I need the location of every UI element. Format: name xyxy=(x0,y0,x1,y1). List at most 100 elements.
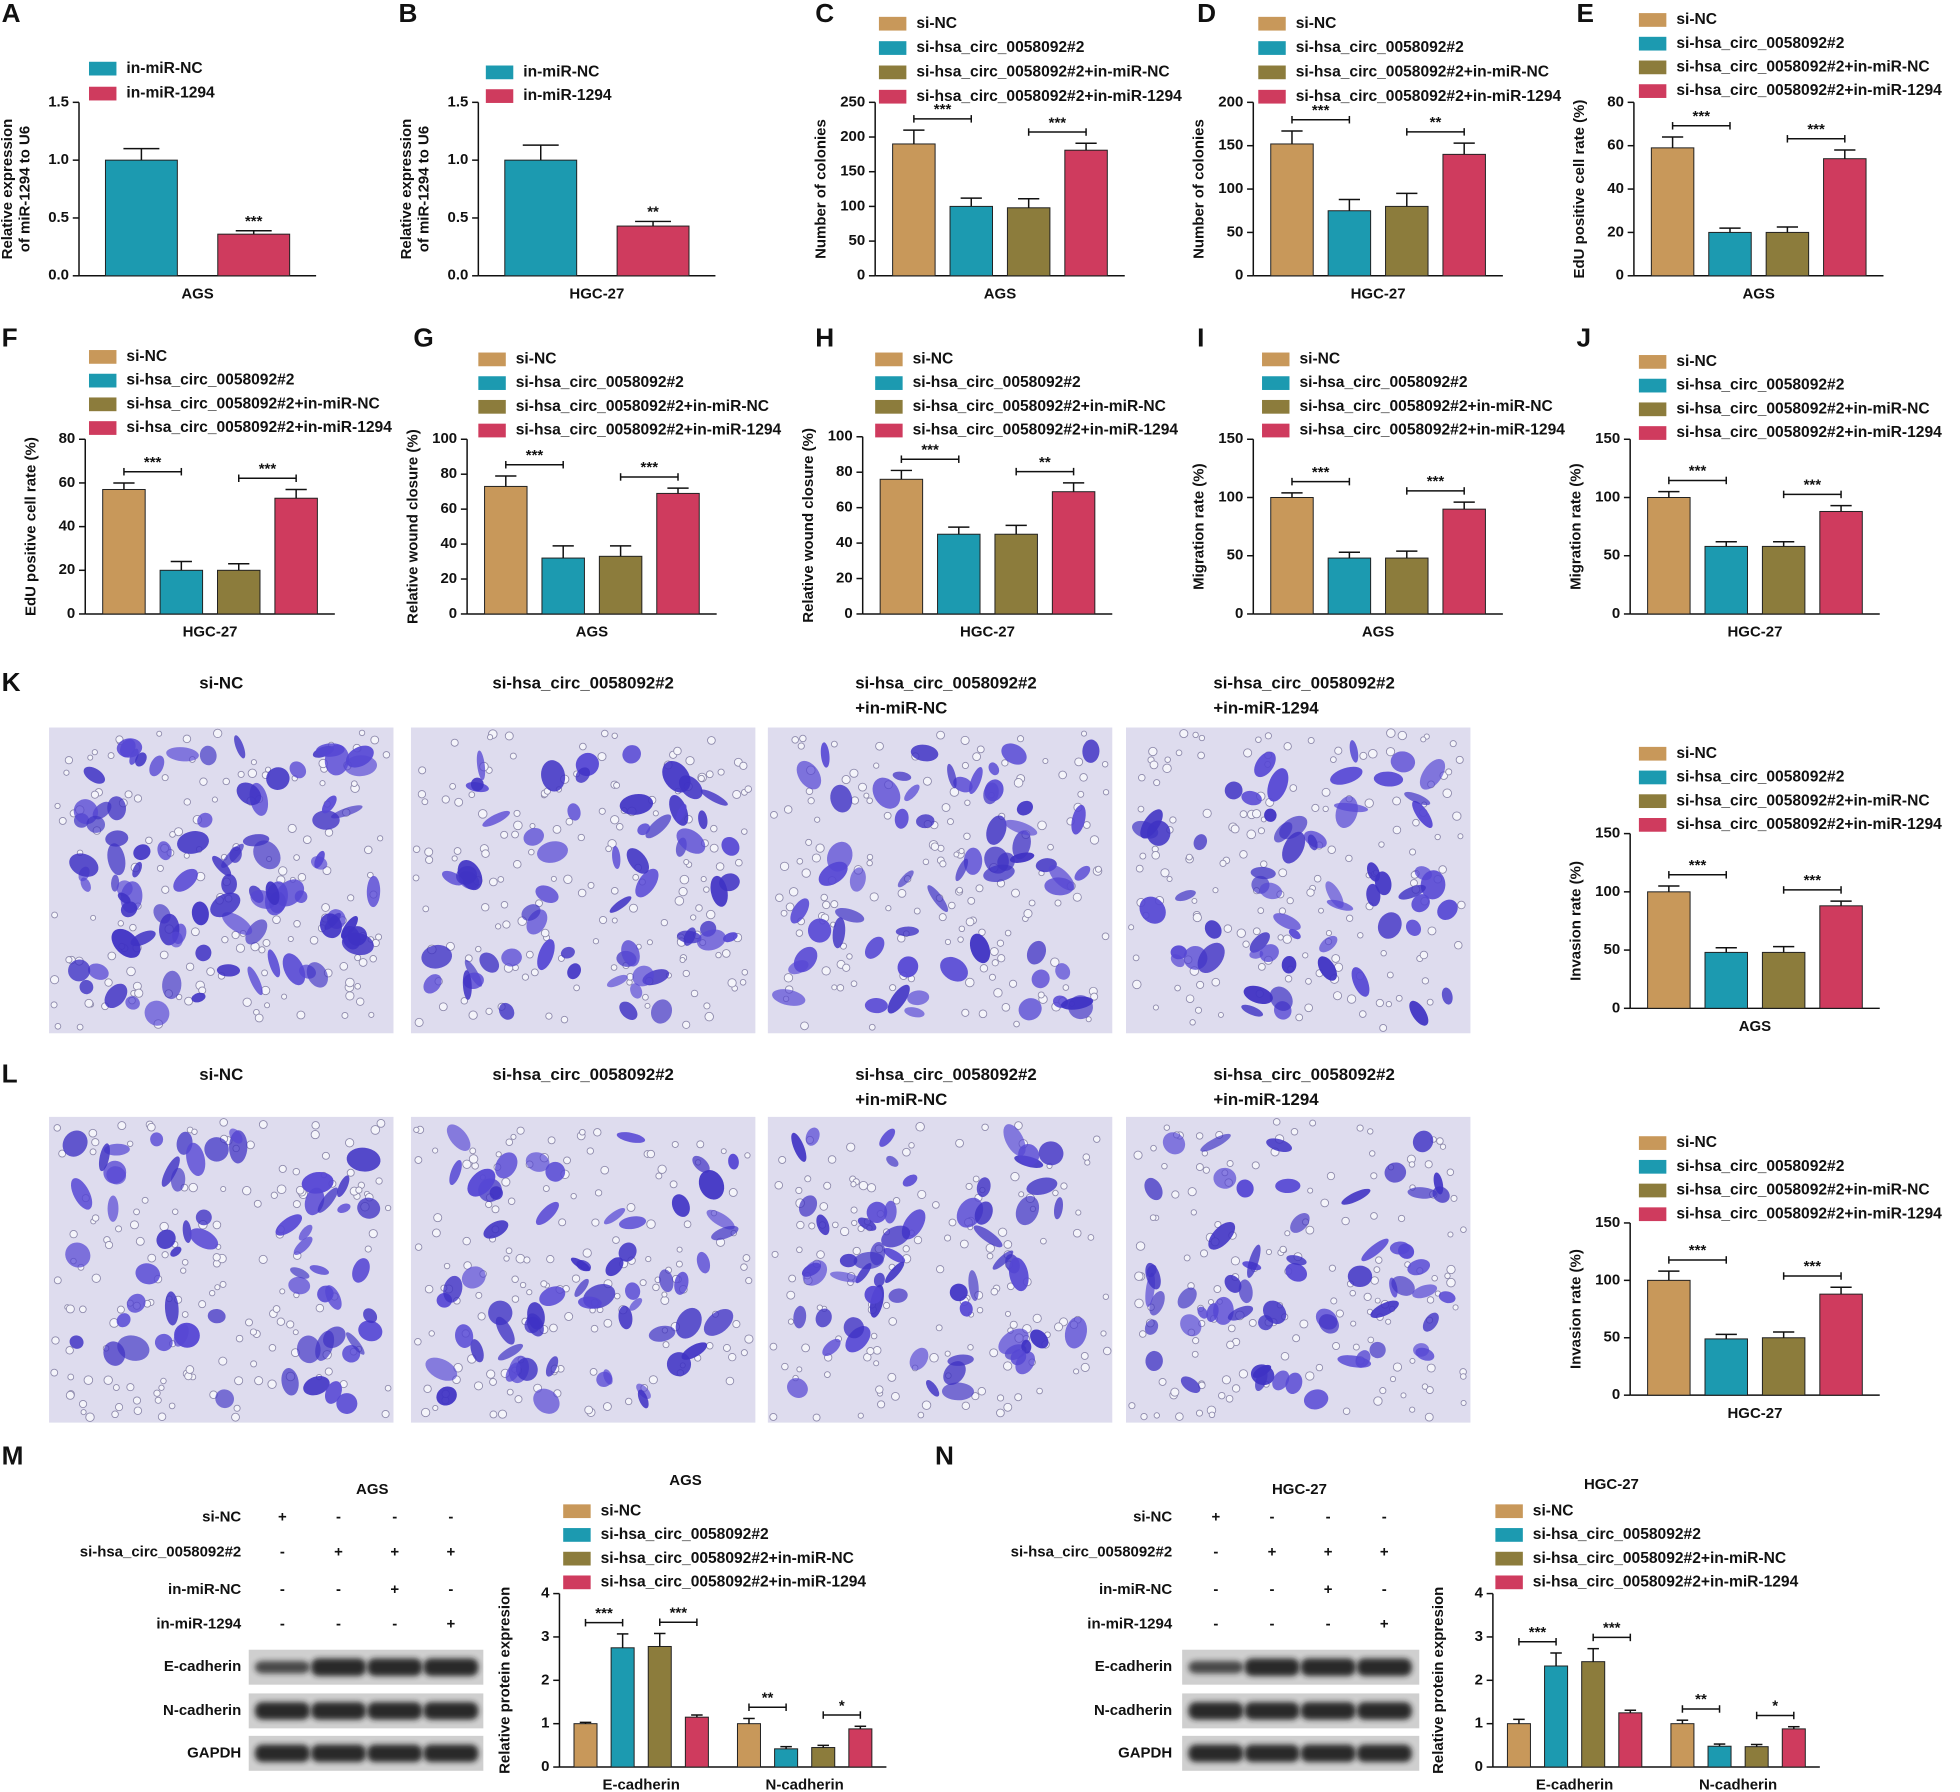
cell xyxy=(1010,1171,1020,1182)
cell xyxy=(592,938,600,945)
bar xyxy=(736,1723,761,1768)
cell xyxy=(988,973,996,981)
stained-cell xyxy=(943,1361,966,1385)
cell xyxy=(796,858,804,865)
stained-cell xyxy=(1145,1350,1163,1372)
cell xyxy=(816,1304,823,1311)
cell xyxy=(998,1227,1008,1237)
blot-band xyxy=(1188,1702,1244,1720)
stained-cell xyxy=(1330,766,1363,785)
blot-band xyxy=(1244,1744,1300,1763)
stained-cell xyxy=(489,1186,503,1200)
x-tick-label: AGS xyxy=(181,285,213,302)
cell xyxy=(1102,789,1110,796)
cell xyxy=(1434,833,1441,841)
cell xyxy=(1132,954,1140,962)
cell xyxy=(1321,787,1331,797)
stained-cell xyxy=(830,784,853,813)
cell xyxy=(350,780,358,788)
panel-label: G xyxy=(413,322,433,352)
stained-cell xyxy=(1236,1179,1254,1198)
bar xyxy=(1270,497,1314,615)
cell xyxy=(235,943,246,953)
stained-cell xyxy=(1018,998,1042,1021)
condition-sign: + xyxy=(447,1616,456,1633)
legend-label: si-hsa_circ_0058092#2 xyxy=(601,1526,769,1543)
cell xyxy=(91,1138,100,1147)
cell xyxy=(706,1342,714,1350)
cell xyxy=(796,1366,803,1373)
stained-cell xyxy=(949,1283,968,1302)
cell xyxy=(530,968,539,977)
legend-swatch xyxy=(1495,1528,1523,1542)
cell xyxy=(540,928,550,938)
cell xyxy=(245,1318,253,1327)
condition-sign: + xyxy=(1211,1508,1220,1525)
bar xyxy=(1270,143,1314,277)
cell xyxy=(1149,1214,1157,1221)
legend-label: si-NC xyxy=(1299,351,1340,368)
cell xyxy=(199,777,208,786)
cell xyxy=(602,1402,612,1411)
cell xyxy=(53,1276,62,1285)
stained-cell xyxy=(887,984,910,1014)
stained-cell xyxy=(706,1209,735,1230)
stained-cell xyxy=(1170,945,1187,960)
cell xyxy=(485,1007,493,1015)
legend-label: si-hsa_circ_0058092#2+in-miR-1294 xyxy=(1296,88,1562,105)
stained-cell xyxy=(815,1308,832,1328)
cell xyxy=(468,1010,478,1020)
stained-cell xyxy=(309,1265,329,1275)
cell xyxy=(214,1284,221,1291)
stained-cell xyxy=(103,1341,126,1366)
bar xyxy=(598,555,643,615)
bar xyxy=(1385,205,1429,277)
stained-cell xyxy=(666,1352,692,1377)
legend-label: si-hsa_circ_0058092#2+in-miR-1294 xyxy=(1299,422,1565,439)
stained-cell xyxy=(423,974,442,994)
cell xyxy=(1424,1160,1433,1169)
stained-cell xyxy=(207,1308,226,1324)
cell xyxy=(1014,1121,1023,1130)
cell xyxy=(812,1413,821,1422)
cell xyxy=(1138,773,1146,782)
cell xyxy=(1160,868,1170,878)
stained-cell xyxy=(926,1380,940,1397)
cell xyxy=(1286,897,1294,905)
cell xyxy=(965,977,975,988)
stained-cell xyxy=(1200,1133,1231,1152)
cell xyxy=(570,1192,577,1200)
cell xyxy=(913,1235,923,1245)
blot-band xyxy=(423,1744,479,1763)
cell xyxy=(1368,749,1378,759)
cell xyxy=(315,1303,325,1313)
legend-label: si-hsa_circ_0058092#2+in-miR-1294 xyxy=(1533,1573,1799,1590)
legend-label: si-NC xyxy=(126,348,167,365)
cell xyxy=(1196,980,1205,989)
stained-cell xyxy=(236,782,262,806)
cell xyxy=(1424,1412,1434,1422)
cell xyxy=(324,1367,333,1376)
cell xyxy=(849,768,859,778)
stained-cell xyxy=(247,966,263,996)
legend-swatch xyxy=(1638,426,1667,440)
cell xyxy=(1239,850,1248,859)
stained-cell xyxy=(1404,791,1431,806)
stained-cell xyxy=(177,831,209,854)
cell xyxy=(996,939,1005,947)
stained-cell xyxy=(916,814,935,829)
cell xyxy=(863,792,870,799)
cell xyxy=(181,1311,189,1318)
stained-cell xyxy=(973,1225,1003,1248)
stained-cell xyxy=(149,755,165,777)
cell xyxy=(722,1344,731,1352)
cell xyxy=(221,936,229,944)
significance: *** xyxy=(1693,108,1711,125)
cell xyxy=(513,820,523,831)
bar xyxy=(1650,147,1695,277)
y-axis-label: Relative wound closure (%) xyxy=(800,428,817,623)
cell xyxy=(1307,737,1315,744)
y-tick-label: 0 xyxy=(1235,605,1243,622)
y-tick-label: 0.5 xyxy=(48,209,69,226)
